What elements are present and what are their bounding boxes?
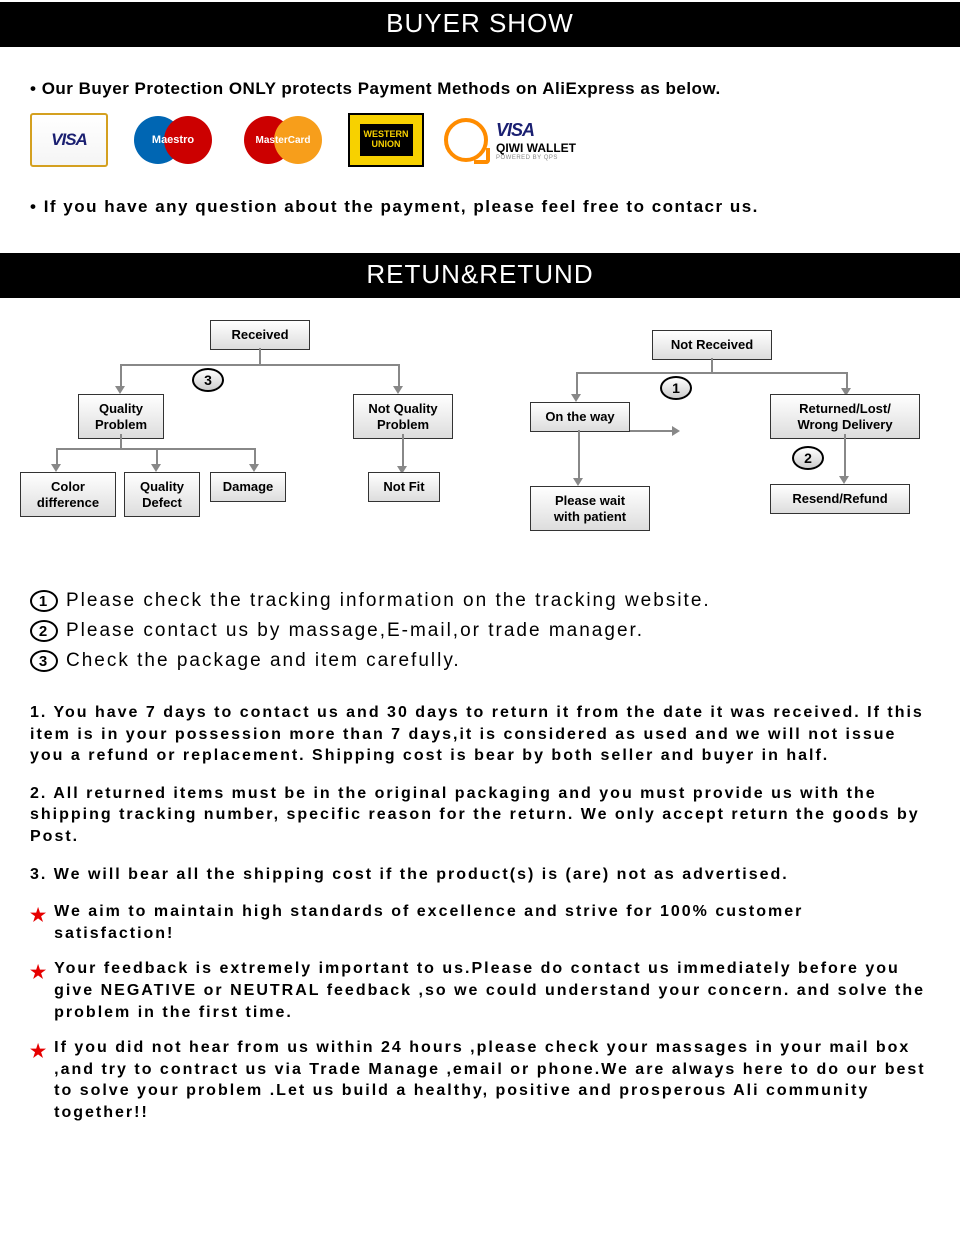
- node-quality-defect: Quality Defect: [124, 472, 200, 517]
- policy-3: 3. We will bear all the shipping cost if…: [30, 864, 930, 886]
- mastercard-icon: MasterCard: [238, 113, 328, 167]
- protection-text: • Our Buyer Protection ONLY protects Pay…: [30, 79, 930, 99]
- node-quality-problem: Quality Problem: [78, 394, 164, 439]
- buyer-show-banner: BUYER SHOW: [0, 0, 960, 49]
- star-icon: ★: [30, 1039, 48, 1123]
- badge-1: 1: [660, 376, 692, 400]
- buyer-show-title: BUYER SHOW: [0, 2, 960, 45]
- star-note-3: ★If you did not hear from us within 24 h…: [30, 1037, 930, 1123]
- node-please-wait: Please wait with patient: [530, 486, 650, 531]
- star-note-1: ★We aim to maintain high standards of ex…: [30, 901, 930, 944]
- step-1: 1Please check the tracking information o…: [30, 590, 930, 612]
- node-returned-lost: Returned/Lost/ Wrong Delivery: [770, 394, 920, 439]
- node-resend-refund: Resend/Refund: [770, 484, 910, 514]
- node-on-way: On the way: [530, 402, 630, 432]
- star-icon: ★: [30, 960, 48, 1023]
- node-not-received: Not Received: [652, 330, 772, 360]
- flowchart-area: Received 3 Quality Problem Not Quality P…: [20, 310, 940, 570]
- node-received: Received: [210, 320, 310, 350]
- star-icon: ★: [30, 903, 48, 944]
- qiwi-wallet-icon: VISA QIWI WALLET POWERED BY QPS: [444, 118, 576, 162]
- badge-3: 3: [192, 368, 224, 392]
- node-damage: Damage: [210, 472, 286, 502]
- western-union-label: WESTERNUNION: [360, 124, 413, 156]
- star-note-2: ★Your feedback is extremely important to…: [30, 958, 930, 1023]
- payment-cards-row: VISA Maestro MasterCard WESTERNUNION VIS…: [30, 113, 930, 167]
- western-union-icon: WESTERNUNION: [348, 113, 424, 167]
- step-3: 3Check the package and item carefully.: [30, 650, 930, 672]
- policy-1: 1. You have 7 days to contact us and 30 …: [30, 702, 930, 767]
- policy-2: 2. All returned items must be in the ori…: [30, 783, 930, 848]
- node-color-diff: Color difference: [20, 472, 116, 517]
- payment-section: • Our Buyer Protection ONLY protects Pay…: [0, 49, 960, 251]
- badge-2: 2: [792, 446, 824, 470]
- maestro-card-icon: Maestro: [128, 113, 218, 167]
- return-refund-title: RETUN&RETUND: [0, 253, 960, 296]
- question-text: • If you have any question about the pay…: [30, 197, 930, 217]
- node-not-fit: Not Fit: [368, 472, 440, 502]
- policy-block: 1. You have 7 days to contact us and 30 …: [0, 702, 960, 1124]
- return-refund-banner: RETUN&RETUND: [0, 251, 960, 300]
- visa-card-icon: VISA: [30, 113, 108, 167]
- step-2: 2Please contact us by massage,E-mail,or …: [30, 620, 930, 642]
- node-not-quality-problem: Not Quality Problem: [353, 394, 453, 439]
- steps-list: 1Please check the tracking information o…: [0, 590, 960, 672]
